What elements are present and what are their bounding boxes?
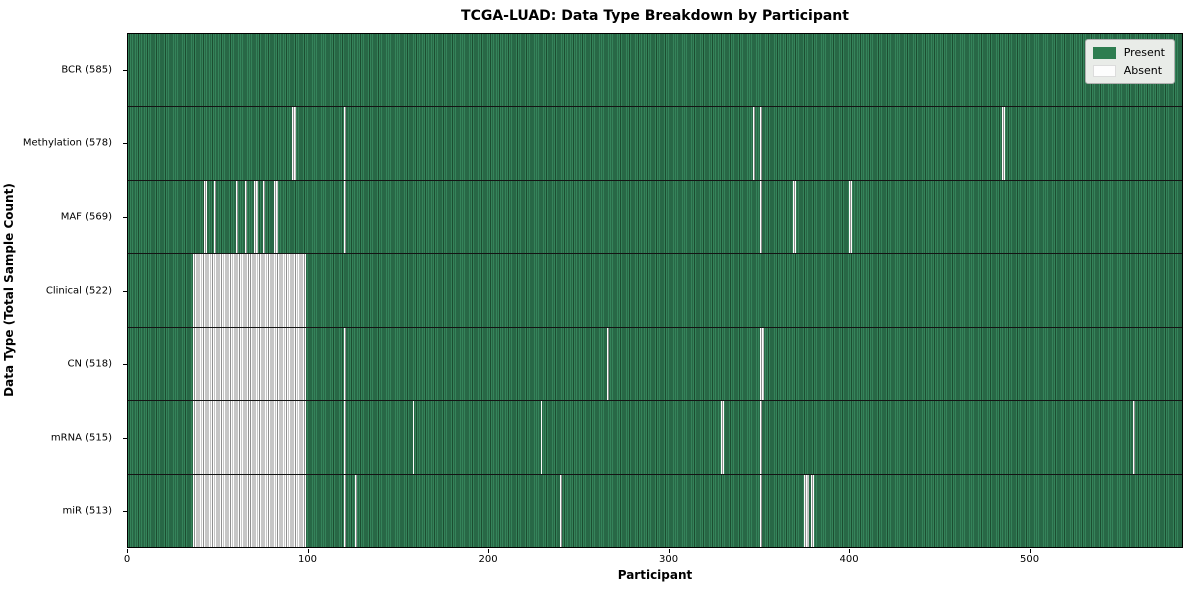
absent-segment — [1001, 107, 1006, 180]
absent-segment — [203, 180, 208, 254]
y-tick-mark — [123, 511, 127, 513]
plot-area: Present Absent — [127, 33, 1183, 548]
absent-segment — [803, 474, 810, 547]
x-tick-label-500: 500 — [1020, 554, 1040, 565]
x-tick-mark — [127, 549, 128, 553]
x-tick-label-300: 300 — [658, 554, 679, 565]
absent-segment — [263, 180, 265, 254]
y-tick-label-clinical: Clinical (522) — [45, 285, 112, 296]
y-tick-label-mir: miR (513) — [62, 505, 112, 517]
absent-segment — [720, 401, 725, 474]
legend-absent-swatch — [1092, 64, 1116, 77]
absent-segment — [344, 327, 346, 401]
x-tick-label-400: 400 — [839, 554, 859, 565]
absent-segment — [192, 474, 307, 547]
data-type-row-cn — [128, 327, 1182, 402]
absent-segment — [848, 180, 853, 254]
data-type-row-mir — [128, 474, 1182, 547]
absent-segment — [760, 107, 763, 180]
absent-segment — [355, 474, 357, 547]
absent-segment — [273, 180, 278, 254]
absent-segment — [192, 254, 307, 327]
absent-segment — [245, 180, 247, 254]
y-tick-label-bcr: BCR (585) — [61, 64, 112, 76]
y-tick-mark — [123, 364, 127, 366]
absent-segment — [344, 107, 346, 180]
x-tick-mark — [307, 549, 309, 553]
absent-segment — [760, 474, 763, 547]
y-tick-label-cn: CN (518) — [67, 358, 112, 370]
x-tick-mark — [668, 549, 670, 553]
absent-segment — [412, 401, 415, 474]
x-tick-mark — [849, 549, 851, 553]
absent-segment — [540, 401, 543, 474]
absent-segment — [792, 180, 797, 254]
y-tick-mark — [123, 437, 127, 439]
absent-segment — [214, 180, 217, 254]
data-type-row-clinical — [128, 254, 1182, 328]
absent-segment — [1133, 401, 1136, 474]
y-tick-mark — [123, 143, 127, 145]
y-tick-label-maf: MAF (569) — [60, 211, 112, 223]
legend-present-swatch — [1092, 46, 1116, 59]
data-type-row-maf — [128, 180, 1182, 255]
absent-segment — [760, 327, 764, 401]
legend: Present Absent — [1084, 39, 1175, 84]
data-type-row-mrna — [128, 401, 1182, 475]
x-tick-label-200: 200 — [478, 554, 498, 565]
legend-absent-label: Absent — [1123, 64, 1163, 77]
absent-segment — [254, 180, 258, 254]
data-type-row-methylation — [128, 107, 1182, 181]
absent-segment — [760, 180, 763, 254]
absent-segment — [560, 474, 563, 547]
absent-segment — [291, 107, 296, 180]
chart-title: TCGA-LUAD: Data Type Breakdown by Partic… — [461, 8, 849, 24]
absent-segment — [753, 107, 755, 180]
legend-item-absent: Absent — [1092, 64, 1165, 77]
legend-present-label: Present — [1123, 46, 1165, 59]
x-tick-label-0: 0 — [123, 554, 131, 565]
data-type-row-bcr — [128, 34, 1182, 108]
y-tick-label-mrna: mRNA (515) — [50, 432, 112, 444]
absent-segment — [192, 327, 307, 401]
y-tick-mark — [123, 290, 127, 292]
absent-segment — [344, 401, 346, 474]
absent-segment — [810, 474, 815, 547]
absent-segment — [236, 180, 238, 254]
x-tick-mark — [488, 549, 490, 553]
absent-segment — [607, 327, 610, 401]
plot-rows — [128, 34, 1182, 547]
absent-segment — [760, 401, 763, 474]
x-tick-mark — [1029, 549, 1031, 553]
absent-segment — [192, 401, 307, 474]
absent-segment — [344, 180, 346, 254]
y-tick-label-methylation: Methylation (578) — [22, 137, 112, 149]
absent-segment — [344, 474, 346, 547]
x-tick-label-100: 100 — [297, 554, 318, 565]
x-axis-label: Participant — [617, 568, 693, 582]
y-tick-mark — [123, 69, 127, 71]
legend-item-present: Present — [1092, 46, 1165, 59]
y-tick-mark — [123, 216, 127, 218]
